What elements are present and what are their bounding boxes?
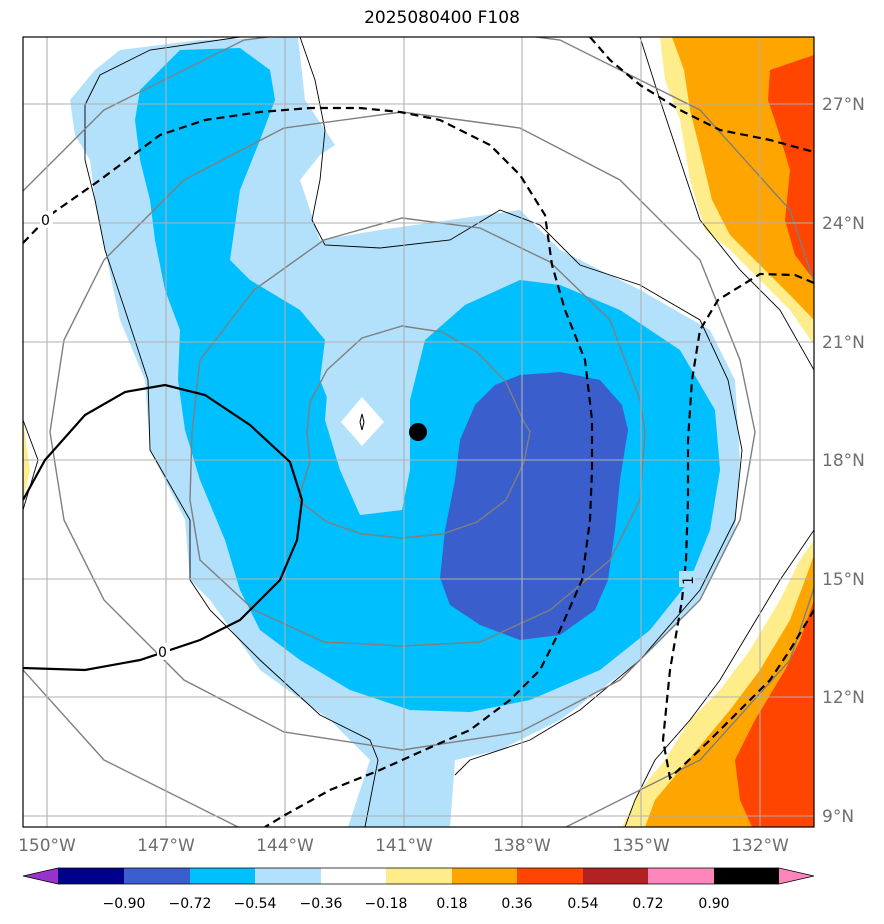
- lat-tick-labels: 27°N 24°N 21°N 18°N 15°N 12°N 9°N: [822, 95, 865, 827]
- small-contour-loop: [359, 413, 365, 431]
- colorbar-labels: −0.90 −0.72 −0.54 −0.36 −0.18 0.18 0.36 …: [103, 896, 730, 912]
- colorbar-extend-low: [23, 868, 58, 884]
- gridlines: [23, 37, 814, 827]
- colorbar-label: −0.90: [103, 896, 146, 912]
- colorbar-segment: [517, 868, 583, 884]
- lon-tick-label: 135°W: [612, 836, 670, 856]
- colorbar-label: −0.36: [300, 896, 343, 912]
- colorbar-segment: [648, 868, 714, 884]
- colorbar-segment: [58, 868, 124, 884]
- colorbar-segment: [255, 868, 321, 884]
- contour-label-dashed-one: 1: [681, 576, 697, 585]
- thin-contours: [23, 37, 814, 827]
- colorbar-segment: [190, 868, 255, 884]
- colorbar-extend-high: [779, 868, 814, 884]
- colorbar-label: 0.72: [632, 896, 663, 912]
- colorbar-segment: [124, 868, 190, 884]
- range-rings: [23, 37, 814, 827]
- colorbar-segment: [452, 868, 517, 884]
- lon-tick-label: 132°W: [731, 836, 789, 856]
- lat-tick-label: 18°N: [822, 451, 865, 471]
- map-area: 0 0 1: [23, 37, 814, 827]
- colorbar-segment: [386, 868, 452, 884]
- colorbar-segment: [583, 868, 648, 884]
- lon-tick-label: 138°W: [493, 836, 551, 856]
- plot-frame: [22, 36, 815, 828]
- colorbar: −0.90 −0.72 −0.54 −0.36 −0.18 0.18 0.36 …: [22, 867, 815, 912]
- lon-tick-labels: 150°W 147°W 144°W 141°W 138°W 135°W 132°…: [18, 836, 789, 856]
- contour-label-dashed-zero: 0: [41, 213, 50, 229]
- colorbar-outline: [22, 867, 815, 885]
- colorbar-label: −0.54: [234, 896, 277, 912]
- lat-tick-label: 15°N: [822, 570, 865, 590]
- lat-tick-label: 9°N: [822, 807, 854, 827]
- lon-tick-label: 144°W: [256, 836, 314, 856]
- colorbar-label: 0.90: [698, 896, 729, 912]
- lon-tick-label: 150°W: [18, 836, 76, 856]
- plot-title: 2025080400 F108: [364, 8, 520, 28]
- colorbar-segment: [321, 868, 386, 884]
- anomaly-fill-royal-blue: [440, 372, 628, 640]
- colorbar-label: −0.72: [169, 896, 212, 912]
- contour-label-solid-zero: 0: [158, 645, 167, 661]
- lon-tick-label: 141°W: [375, 836, 433, 856]
- anomaly-fill-orange-red-ne: [768, 55, 814, 280]
- lon-tick-label: 147°W: [137, 836, 195, 856]
- colorbar-label: 0.36: [501, 896, 532, 912]
- colorbar-label: 0.54: [567, 896, 598, 912]
- colorbar-label: 0.18: [436, 896, 467, 912]
- lat-tick-label: 27°N: [822, 95, 865, 115]
- lat-tick-label: 24°N: [822, 214, 865, 234]
- colorbar-label: −0.18: [365, 896, 408, 912]
- colorbar-segment: [714, 868, 779, 884]
- lat-tick-label: 21°N: [822, 333, 865, 353]
- anomaly-hole-white: [341, 397, 384, 446]
- lat-tick-label: 12°N: [822, 688, 865, 708]
- storm-center-marker: [409, 423, 427, 441]
- anomaly-fill-orange-red-se: [735, 600, 814, 827]
